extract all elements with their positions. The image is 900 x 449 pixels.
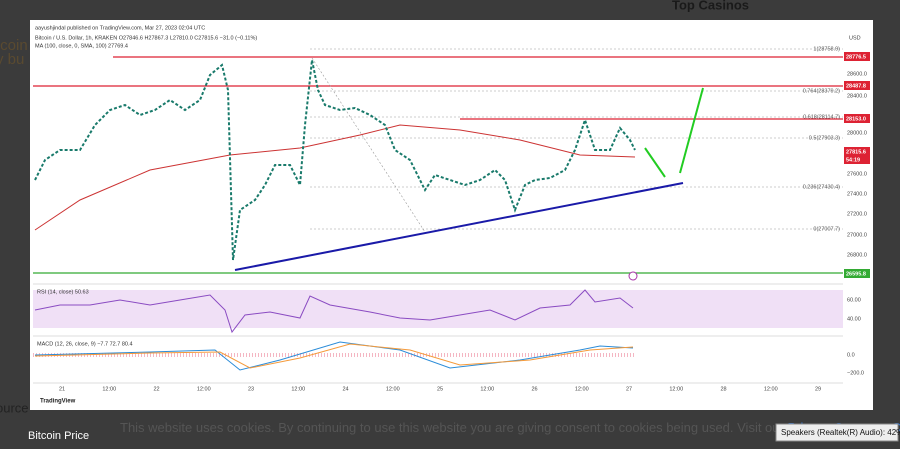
signal-line: [34, 343, 634, 369]
time-label: 21: [59, 386, 65, 392]
rsi-tick: 60.00: [847, 297, 861, 303]
time-label: 28: [720, 386, 726, 392]
tradingview-logo: TradingView: [40, 399, 76, 405]
lightbox: [30, 20, 873, 410]
rsi-band: [33, 290, 843, 328]
time-label: 12:00: [575, 386, 589, 392]
price-axis: 28600.0 28400.0 28000.0 27600.0 27400.0 …: [847, 71, 867, 258]
price-label: 28000.0: [847, 130, 867, 136]
price-tag-label: 27815.6: [846, 149, 866, 155]
macd-tick: 0.0: [847, 352, 855, 358]
macd-tick: −200.0: [847, 370, 864, 376]
price-label: 28600.0: [847, 71, 867, 77]
audio-tooltip: [775, 423, 899, 442]
rsi-line: [34, 289, 634, 334]
event-icon: [628, 271, 638, 281]
time-label: 25: [437, 386, 443, 392]
countdown: 54:19: [846, 157, 860, 163]
bg-text: ource: [0, 400, 29, 415]
price-tag-label: 28776.5: [846, 54, 866, 60]
price-tag-label: 28153.0: [846, 116, 866, 122]
macd-label: MACD (12, 26, close, 9) −7.7 72.7 80.4: [37, 341, 133, 347]
time-label: 12:00: [291, 386, 305, 392]
trendline: [234, 182, 684, 271]
fib-label: 1(28758.9): [813, 46, 840, 52]
time-label: 12:00: [480, 386, 494, 392]
time-label: 24: [342, 386, 348, 392]
rsi-label: RSI (14, close) 50.63: [37, 289, 89, 295]
cookie-text: This website uses cookies. By continuing…: [120, 420, 787, 435]
time-label: 12:00: [197, 386, 211, 392]
price-tag: [844, 52, 870, 61]
sidebar-heading: Top Casinos: [672, 0, 749, 12]
fib-label: 0.5(27903.3): [809, 135, 840, 141]
price-tag-label: 28487.8: [846, 83, 866, 89]
price-tag: [844, 269, 870, 278]
time-label: 23: [248, 386, 254, 392]
time-axis: 21 12:00 22 12:00 23 12:00 24 12:00 25 12:00 26 12:…: [59, 386, 821, 392]
bg-text: tcoin: [0, 37, 28, 54]
rsi-tick: 40.00: [847, 316, 861, 322]
price-label: 27600.0: [847, 171, 867, 177]
ma-line: MA (100, close, 0, SMA, 100) 27769.4: [35, 43, 128, 49]
publisher: aayushjindal published on TradingView.co…: [35, 25, 205, 31]
moving-average: [34, 124, 636, 231]
fib-label: 0.618(28114.7): [803, 114, 840, 120]
audio-tooltip-text: Speakers (Realtek(R) Audio): 42%: [781, 428, 900, 437]
time-label: 29: [815, 386, 821, 392]
bg-text: y bu: [0, 51, 24, 68]
price-candles: [34, 59, 636, 261]
fib-label: 0.236(27430.4): [803, 184, 840, 190]
fib-label: 0(27007.7): [813, 226, 840, 232]
price-label: 26800.0: [847, 252, 867, 258]
page-caption: Bitcoin Price: [28, 430, 89, 442]
price-tag: [844, 114, 870, 123]
symbol-line: Bitcoin / U.S. Dollar, 1h, KRAKEN O27846…: [35, 35, 257, 41]
time-label: 12:00: [764, 386, 778, 392]
time-label: 12:00: [386, 386, 400, 392]
price-tag-label: 26595.8: [846, 271, 866, 277]
time-label: 12:00: [669, 386, 683, 392]
price-label: 28400.0: [847, 93, 867, 99]
time-label: 26: [531, 386, 537, 392]
price-label: 27000.0: [847, 232, 867, 238]
fib-lines: [310, 48, 843, 233]
price-tag: [844, 147, 870, 164]
arrow-up: [679, 87, 704, 174]
price-label: 27200.0: [847, 211, 867, 217]
currency: USD: [849, 35, 861, 41]
time-label: 22: [153, 386, 159, 392]
fib-label: 0.764(28379.2): [803, 88, 840, 94]
arrow-down: [644, 147, 666, 178]
price-tag: [844, 81, 870, 90]
time-label: 27: [626, 386, 632, 392]
time-label: 12:00: [102, 386, 116, 392]
price-label: 27400.0: [847, 191, 867, 197]
